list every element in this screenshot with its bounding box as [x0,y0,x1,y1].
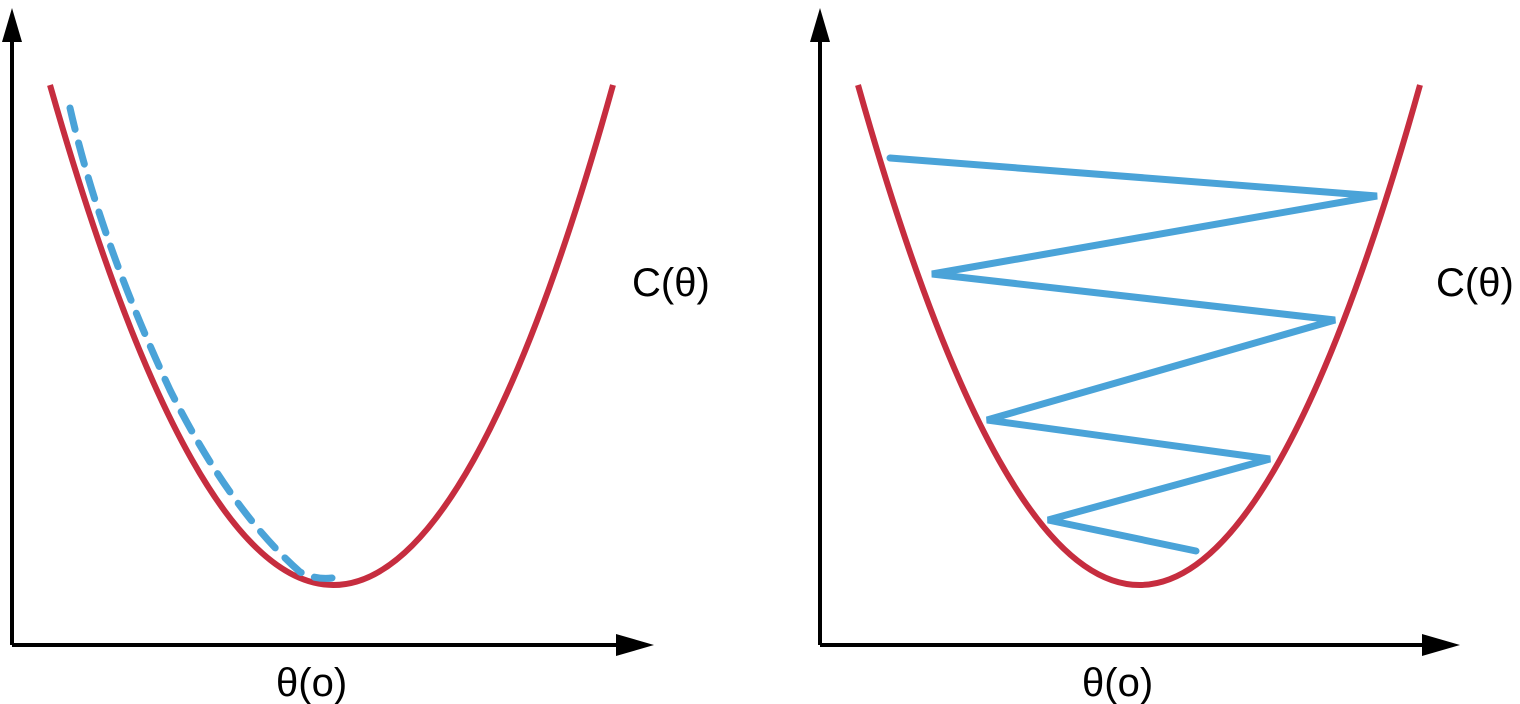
left-y-axis-arrowhead [2,8,22,42]
right-y-axis-label: C(θ) [1436,261,1514,305]
left-panel: C(θ) θ(o) [2,8,710,704]
right-cost-curve [855,84,1423,588]
left-y-axis-label: C(θ) [632,261,710,305]
right-x-axis-label: θ(o) [1082,661,1153,704]
left-x-axis-arrowhead [616,634,654,656]
right-descent-path [886,154,1378,555]
right-panel: C(θ) θ(o) [810,8,1514,704]
left-cost-curve [47,84,616,588]
right-x-axis-arrowhead [1422,634,1460,656]
left-descent-path [66,104,336,582]
left-x-axis-label: θ(o) [276,661,347,704]
right-y-axis-arrowhead [810,8,830,42]
